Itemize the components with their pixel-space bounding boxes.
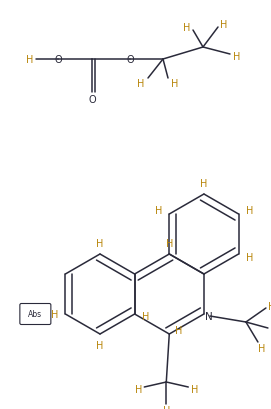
Text: O: O bbox=[54, 55, 62, 65]
Text: H: H bbox=[166, 238, 173, 248]
Text: H: H bbox=[171, 79, 179, 89]
Text: N: N bbox=[205, 311, 213, 321]
Text: H: H bbox=[191, 384, 198, 394]
Text: H: H bbox=[246, 205, 253, 216]
Text: H: H bbox=[154, 205, 162, 216]
Text: H: H bbox=[163, 405, 170, 409]
Text: O: O bbox=[88, 95, 96, 105]
Text: H: H bbox=[135, 384, 142, 394]
Text: H: H bbox=[142, 311, 149, 321]
Text: H: H bbox=[246, 252, 253, 262]
FancyBboxPatch shape bbox=[20, 304, 51, 325]
Text: H: H bbox=[175, 325, 182, 335]
Text: Abs: Abs bbox=[28, 310, 43, 319]
Text: H: H bbox=[96, 238, 104, 248]
Text: H: H bbox=[268, 301, 271, 311]
Text: H: H bbox=[258, 343, 266, 353]
Text: H: H bbox=[220, 20, 228, 30]
Text: H: H bbox=[200, 179, 208, 189]
Text: H: H bbox=[233, 52, 241, 62]
Text: H: H bbox=[51, 309, 58, 319]
Text: H: H bbox=[96, 340, 104, 350]
Text: H: H bbox=[26, 55, 34, 65]
Text: H: H bbox=[137, 79, 145, 89]
Text: O: O bbox=[126, 55, 134, 65]
Text: H: H bbox=[183, 23, 191, 33]
